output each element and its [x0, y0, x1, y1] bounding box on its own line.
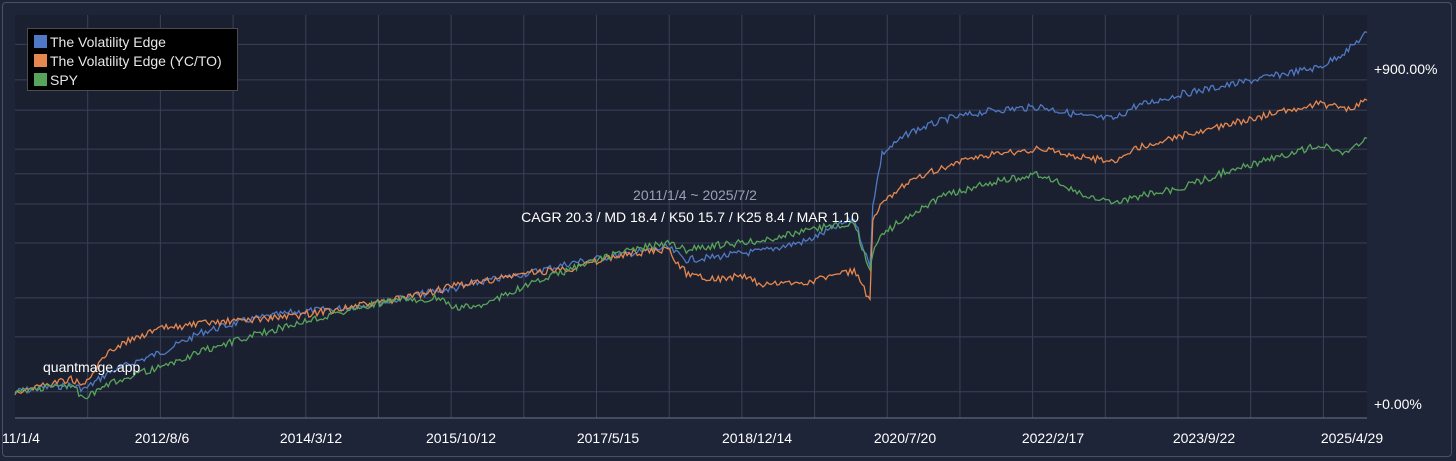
- y-tick-label-bottom: +0.00%: [1374, 396, 1422, 412]
- legend-label: The Volatility Edge: [50, 33, 166, 50]
- x-tick-label: 2022/2/17: [1022, 430, 1084, 446]
- x-tick-label: 2014/3/12: [280, 430, 342, 446]
- legend-item[interactable]: SPY: [34, 70, 231, 89]
- legend-swatch: [34, 54, 47, 67]
- legend-swatch: [34, 35, 47, 48]
- legend-label: The Volatility Edge (YC/TO): [50, 52, 222, 69]
- legend: The Volatility Edge The Volatility Edge …: [27, 28, 238, 91]
- y-tick-label-top: +900.00%: [1374, 61, 1438, 77]
- x-tick-label: 2018/12/14: [722, 430, 792, 446]
- x-tick-label: 11/1/4: [2, 430, 40, 446]
- legend-label: SPY: [50, 71, 79, 88]
- series-line: [14, 136, 1368, 400]
- date-range-label: 2011/1/4 ~ 2025/7/2: [633, 187, 757, 203]
- grid-lines: [15, 15, 1367, 419]
- x-tick-label: 2020/7/20: [874, 430, 936, 446]
- series-lines: [14, 31, 1368, 400]
- x-tick-label: 2012/8/6: [135, 430, 190, 446]
- plot-area: [15, 15, 1367, 418]
- legend-item[interactable]: The Volatility Edge (YC/TO): [34, 51, 231, 70]
- series-line: [14, 98, 1368, 394]
- legend-item[interactable]: The Volatility Edge: [34, 32, 231, 51]
- stats-label: CAGR 20.3 / MD 18.4 / K50 15.7 / K25 8.4…: [521, 209, 859, 225]
- watermark: quantmage.app: [43, 359, 141, 375]
- x-tick-label: 2017/5/15: [577, 430, 639, 446]
- x-tick-label: 2015/10/12: [426, 430, 496, 446]
- x-tick-label: 2025/4/29: [1321, 430, 1383, 446]
- series-line: [14, 31, 1368, 394]
- x-axis-ticks: 11/1/4 2012/8/6 2014/3/12 2015/10/12 2017/5/…: [2, 430, 1383, 446]
- x-tick-label: 2023/9/22: [1173, 430, 1235, 446]
- legend-swatch: [34, 73, 47, 86]
